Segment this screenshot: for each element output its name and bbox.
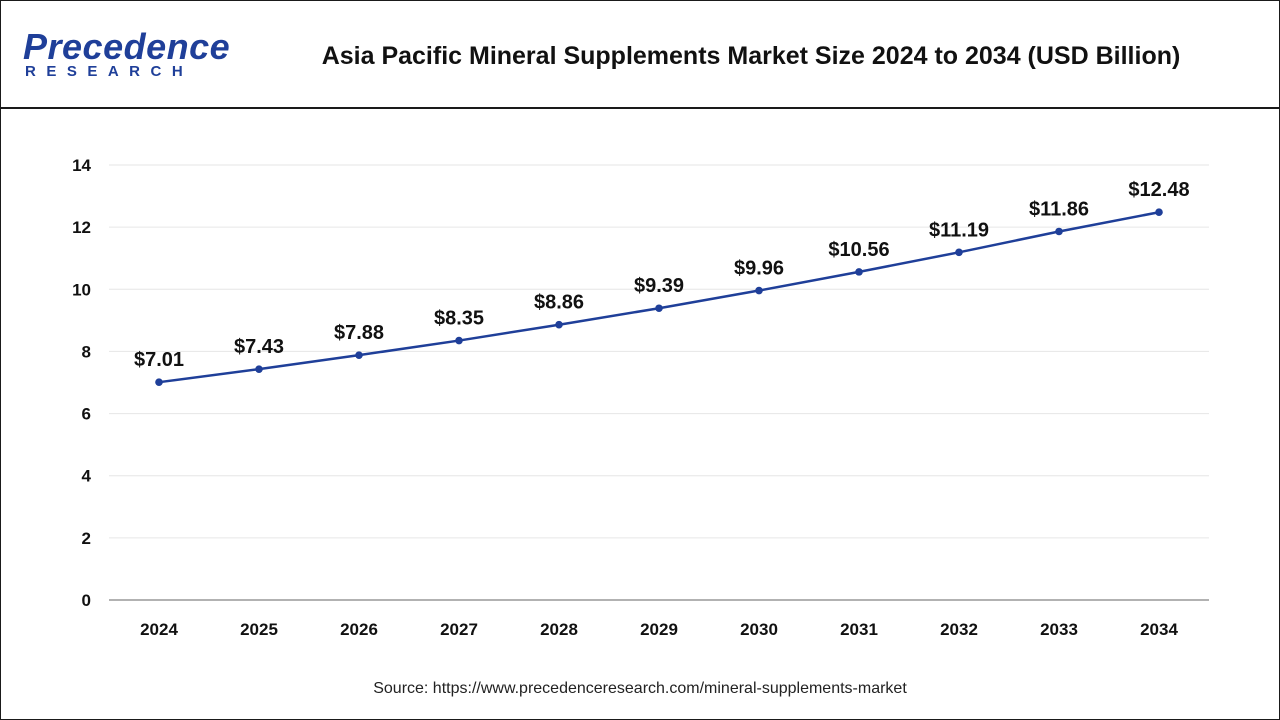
logo-subtitle: RESEARCH — [25, 63, 194, 80]
header: Precedence RESEARCH Asia Pacific Mineral… — [1, 1, 1279, 109]
data-label: $11.19 — [929, 219, 989, 241]
precedence-research-logo: Precedence RESEARCH — [19, 27, 230, 83]
data-point — [1155, 208, 1163, 217]
y-tick-label: 0 — [82, 591, 91, 610]
data-point — [155, 378, 163, 386]
data-point — [355, 351, 363, 359]
source-note: Source: https://www.precedenceresearch.c… — [373, 680, 907, 697]
x-tick-label: 2032 — [940, 620, 978, 639]
data-label: $10.56 — [828, 239, 889, 261]
data-label: $9.96 — [734, 258, 784, 280]
data-point — [255, 365, 263, 373]
data-point — [855, 268, 863, 276]
chart-area: 0 2 4 6 8 10 12 14 2024 2025 2026 2027 2028 2029 2030 2… — [1, 109, 1279, 669]
data-point — [1055, 227, 1063, 236]
chart-title: Asia Pacific Mineral Supplements Market … — [321, 42, 1181, 70]
line-chart: 0 2 4 6 8 10 12 14 2024 2025 2026 2027 2028 2029 2030 2… — [72, 156, 1209, 639]
x-tick-label: 2034 — [1140, 620, 1178, 639]
logo-wordmark: Precedence — [23, 26, 231, 67]
data-point — [455, 336, 463, 345]
y-tick-label: 14 — [72, 156, 91, 175]
data-label: $8.35 — [434, 308, 484, 330]
data-label: $11.86 — [1029, 198, 1089, 220]
data-label: $7.88 — [334, 322, 384, 344]
y-tick-label: 8 — [82, 342, 91, 361]
x-tick-label: 2028 — [540, 620, 578, 639]
data-label: $8.86 — [534, 292, 584, 314]
data-point — [555, 320, 563, 329]
x-tick-label: 2029 — [640, 620, 678, 639]
data-label: $7.43 — [234, 336, 284, 358]
data-label: $7.01 — [134, 349, 184, 371]
data-point — [955, 248, 963, 257]
data-point — [755, 286, 763, 295]
y-tick-label: 6 — [82, 405, 91, 424]
x-tick-label: 2027 — [440, 620, 478, 639]
x-tick-label: 2031 — [840, 620, 878, 639]
data-label: $9.39 — [634, 275, 684, 297]
y-tick-label: 10 — [72, 280, 91, 299]
x-tick-label: 2033 — [1040, 620, 1078, 639]
y-tick-label: 12 — [72, 218, 91, 237]
y-tick-label: 2 — [82, 529, 91, 548]
x-tick-label: 2024 — [140, 620, 178, 639]
x-tick-label: 2026 — [340, 620, 378, 639]
x-tick-label: 2025 — [240, 620, 278, 639]
data-point — [655, 304, 663, 313]
y-tick-label: 4 — [82, 467, 92, 486]
data-label: $12.48 — [1128, 179, 1189, 201]
x-tick-label: 2030 — [740, 620, 778, 639]
